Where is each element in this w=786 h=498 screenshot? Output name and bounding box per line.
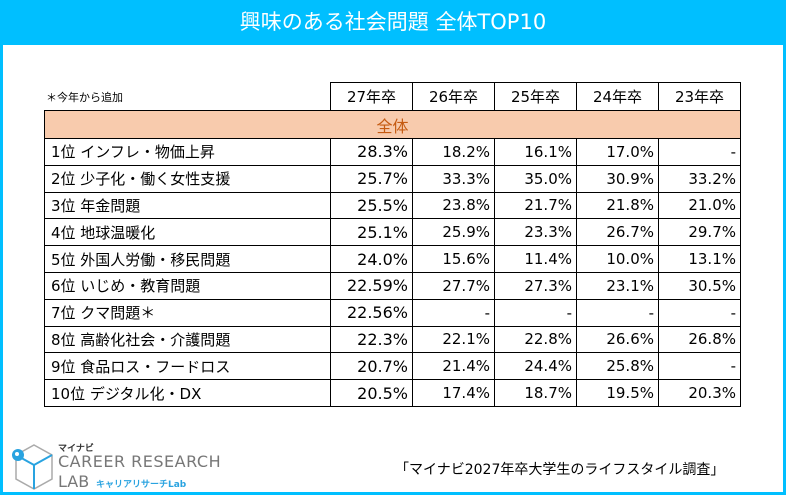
value-cell: 18.2% (412, 138, 495, 166)
value-cell: - (412, 298, 495, 327)
logo-lab: LAB (58, 472, 90, 491)
value-cell: - (494, 298, 577, 327)
value-cell: 17.4% (412, 379, 495, 407)
table-row: 7位 クマ問題＊ 22.56% - - - - (44, 298, 741, 327)
column-header: 23年卒 (658, 82, 741, 111)
value-cell: 23.8% (412, 191, 495, 220)
value-cell: 24.4% (494, 352, 577, 381)
value-cell: 33.2% (658, 164, 741, 193)
value-cell: 13.1% (658, 245, 741, 273)
value-cell: 15.6% (412, 245, 495, 273)
value-cell: 19.5% (576, 379, 659, 407)
row-label: 6位 いじめ・教育問題 (44, 271, 331, 300)
value-cell: 22.1% (412, 325, 495, 354)
table-row: 2位 少子化・働く女性支援 25.7% 33.3% 35.0% 30.9% 33.2% (44, 164, 741, 193)
value-cell: 20.5% (330, 379, 413, 407)
row-label: 8位 高齢化社会・介護問題 (44, 325, 331, 354)
value-cell: 17.0% (576, 138, 659, 166)
row-label: 9位 食品ロス・フードロス (44, 352, 331, 381)
logo-career-research: CAREER RESEARCH (58, 452, 222, 471)
row-label: 7位 クマ問題＊ (44, 298, 331, 327)
value-cell: 24.0% (330, 245, 413, 273)
row-label: 3位 年金問題 (44, 191, 331, 220)
column-header: 24年卒 (576, 82, 659, 111)
page-title: 興味のある社会問題 全体TOP10 (0, 0, 786, 45)
value-cell: 25.9% (412, 218, 495, 247)
header-blank (45, 83, 331, 111)
row-label: 5位 外国人労働・移民問題 (44, 245, 331, 273)
logo-subtitle: キャリアリサーチLab (96, 480, 187, 490)
value-cell: 26.7% (576, 218, 659, 247)
value-cell: 16.1% (494, 138, 577, 166)
column-header: 27年卒 (330, 82, 413, 111)
row-label: 10位 デジタル化・DX (44, 379, 331, 407)
value-cell: 20.3% (658, 379, 741, 407)
header-row: 27年卒 26年卒 25年卒 24年卒 23年卒 (45, 82, 741, 111)
table-row: 1位 インフレ・物価上昇 28.3% 18.2% 16.1% 17.0% - (44, 138, 741, 166)
logo-mynavi: マイナビ (58, 444, 94, 454)
value-cell: 23.1% (576, 271, 659, 300)
table-row: 10位 デジタル化・DX 20.5% 17.4% 18.7% 19.5% 20.3% (44, 379, 741, 407)
value-cell: 25.1% (330, 218, 413, 247)
value-cell: 26.8% (658, 325, 741, 354)
table-row: 4位 地球温暖化 25.1% 25.9% 23.3% 26.7% 29.7% (44, 218, 741, 247)
value-cell: 22.56% (330, 298, 413, 327)
value-cell: 21.7% (494, 191, 577, 220)
value-cell: 18.7% (494, 379, 577, 407)
row-label: 4位 地球温暖化 (44, 218, 331, 247)
row-label: 2位 少子化・働く女性支援 (44, 164, 331, 193)
column-header: 26年卒 (412, 82, 495, 111)
ranking-table: 27年卒 26年卒 25年卒 24年卒 23年卒 全体 1位 インフレ・物価上昇… (44, 82, 741, 407)
value-cell: 21.0% (658, 191, 741, 220)
column-header: 25年卒 (494, 82, 577, 111)
cube-logo-icon (12, 444, 53, 490)
value-cell: - (658, 298, 741, 327)
value-cell: 23.3% (494, 218, 577, 247)
value-cell: 30.5% (658, 271, 741, 300)
value-cell: 10.0% (576, 245, 659, 273)
value-cell: 33.3% (412, 164, 495, 193)
value-cell: 20.7% (330, 352, 413, 381)
value-cell: 27.7% (412, 271, 495, 300)
career-research-lab-logo (10, 443, 200, 491)
value-cell: - (658, 352, 741, 381)
table-row: 6位 いじめ・教育問題 22.59% 27.7% 27.3% 23.1% 30.5% (44, 271, 741, 300)
value-cell: 29.7% (658, 218, 741, 247)
table-row: 5位 外国人労働・移民問題 24.0% 15.6% 11.4% 10.0% 13.1% (44, 245, 741, 273)
value-cell: 11.4% (494, 245, 577, 273)
value-cell: 21.4% (412, 352, 495, 381)
section-label: 全体 (44, 110, 741, 139)
section-row: 全体 (44, 110, 741, 139)
value-cell: 22.3% (330, 325, 413, 354)
value-cell: 21.8% (576, 191, 659, 220)
value-cell: 25.8% (576, 352, 659, 381)
row-label: 1位 インフレ・物価上昇 (44, 138, 331, 166)
source-citation: 「マイナビ2027年卒大学生のライフスタイル調査」 (395, 462, 725, 478)
value-cell: 28.3% (330, 138, 413, 166)
value-cell: - (658, 138, 741, 166)
value-cell: 35.0% (494, 164, 577, 193)
value-cell: 25.5% (330, 191, 413, 220)
value-cell: 30.9% (576, 164, 659, 193)
value-cell: 22.8% (494, 325, 577, 354)
table-row: 3位 年金問題 25.5% 23.8% 21.7% 21.8% 21.0% (44, 191, 741, 220)
value-cell: 26.6% (576, 325, 659, 354)
value-cell: 25.7% (330, 164, 413, 193)
table-row: 8位 高齢化社会・介護問題 22.3% 22.1% 22.8% 26.6% 26.8% (44, 325, 741, 354)
value-cell: - (576, 298, 659, 327)
note: ＊今年から追加 (46, 91, 123, 104)
table-row: 9位 食品ロス・フードロス 20.7% 21.4% 24.4% 25.8% - (44, 352, 741, 381)
value-cell: 22.59% (330, 271, 413, 300)
value-cell: 27.3% (494, 271, 577, 300)
